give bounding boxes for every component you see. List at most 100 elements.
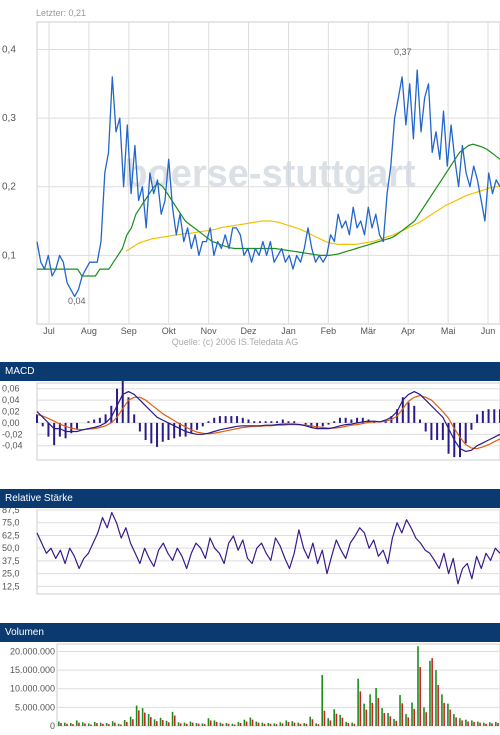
macd-chart-svg: 0,060,04 0,020,00-0,02 -0,04 <box>2 381 500 461</box>
volume-bar-down <box>299 723 302 726</box>
volume-bar-down <box>359 691 362 726</box>
volume-bar-down <box>144 712 146 726</box>
volume-bar-up <box>345 721 347 726</box>
volume-bar-down <box>155 721 158 726</box>
last-price-label: Letzter: 0,21 <box>36 8 86 18</box>
volume-bar-down <box>425 712 427 726</box>
volume-bar-up <box>333 709 335 726</box>
volume-bar-down <box>120 724 122 726</box>
volume-bar-up <box>483 722 485 726</box>
rsi-panel: Relative Stärke 87,5 75,0 62,5 50,0 37,5 25,0… <box>0 489 500 597</box>
volume-bar-up <box>135 705 138 726</box>
price-grid <box>37 48 500 256</box>
volume-bar-down <box>353 723 356 726</box>
volume-bar-up <box>429 660 431 726</box>
y-tick-label: 50,0 <box>2 543 20 553</box>
x-tick-label: Apr <box>401 326 415 336</box>
volume-panel: Volumen 20.000.000 15.000.000 10.000.000 5.… <box>0 623 500 735</box>
price-plot-frame <box>36 21 500 325</box>
volume-bar-up <box>423 707 425 726</box>
price-series <box>36 69 500 298</box>
volume-bar-up <box>267 723 270 726</box>
volume-bar-down <box>473 721 475 726</box>
max-annotation: 0,37 <box>394 47 412 57</box>
volume-bar-up <box>255 721 258 726</box>
volume-bar-up <box>321 674 324 726</box>
volume-bar-down <box>185 723 188 726</box>
volume-bar-down <box>102 723 104 726</box>
volume-bar-up <box>291 721 294 726</box>
volume-bar-down <box>275 724 278 726</box>
volume-bar-up <box>417 646 419 726</box>
volume-bar-up <box>285 720 288 726</box>
price-y-ticks: 0,4 0,3 0,2 0,1 <box>2 44 16 261</box>
volume-bar-up <box>393 718 395 726</box>
volume-bar-down <box>329 720 332 726</box>
volume-bar-down <box>443 702 445 726</box>
volume-bar-up <box>453 714 455 726</box>
volume-bar-down <box>311 719 314 726</box>
volume-bar-down <box>383 712 386 726</box>
volume-bar-down <box>96 723 98 726</box>
y-tick-label: 0,04 <box>2 395 20 405</box>
volume-bar-up <box>213 720 216 726</box>
volume-bar-up <box>339 714 341 726</box>
volume-bar-up <box>477 721 479 726</box>
volume-header: Volumen <box>0 623 500 642</box>
x-tick-label: Jul <box>43 326 55 336</box>
y-tick-label: 10.000.000 <box>10 684 55 694</box>
y-tick-label: 12,5 <box>2 581 20 591</box>
volume-bar-up <box>489 722 491 726</box>
volume-bar-up <box>297 722 300 726</box>
volume-bar-up <box>171 711 174 726</box>
volume-bar-up <box>405 714 407 726</box>
rsi-header: Relative Stärke <box>0 489 500 508</box>
volume-bar-up <box>183 722 186 726</box>
volume-bar-up <box>69 723 72 726</box>
x-tick-label: Aug <box>81 326 97 336</box>
volume-bar-down <box>371 702 374 726</box>
volume-bar-up <box>237 721 240 726</box>
y-tick-label: 0,3 <box>2 113 16 124</box>
volume-bar-up <box>243 719 246 726</box>
volume-bar-up <box>117 723 120 726</box>
volume-bar-up <box>351 722 353 726</box>
rsi-chart-svg: 87,5 75,0 62,5 50,0 37,5 25,0 12,5 <box>2 508 500 595</box>
volume-bar-down <box>167 722 170 726</box>
x-tick-label: Nov <box>201 326 218 336</box>
volume-bar-up <box>357 678 359 726</box>
macd-header: MACD <box>0 362 500 381</box>
y-tick-label: 0 <box>50 721 55 731</box>
volume-bar-down <box>413 708 416 726</box>
volume-bar-up <box>141 708 144 726</box>
volume-bar-up <box>123 720 126 726</box>
x-tick-label: Sep <box>121 326 137 336</box>
y-tick-label: 5.000.000 <box>15 702 55 712</box>
volume-bar-up <box>273 723 276 726</box>
macd-line <box>36 391 500 452</box>
volume-bar-down <box>431 658 433 726</box>
y-tick-label: 62,5 <box>2 530 20 540</box>
volume-bar-down <box>467 721 469 726</box>
volume-bar-down <box>221 723 224 726</box>
volume-bar-down <box>78 722 80 726</box>
y-tick-label: 0,00 <box>2 418 20 428</box>
volume-bar-up <box>471 720 473 726</box>
volume-bar-down <box>197 723 200 726</box>
volume-bar-up <box>153 719 156 726</box>
volume-bar-up <box>495 721 497 726</box>
volume-bar-up <box>249 717 252 726</box>
macd-y-ticks: 0,060,04 0,020,00-0,02 -0,04 <box>2 384 23 451</box>
x-tick-label: Okt <box>162 326 177 336</box>
volume-bar-up <box>459 718 461 726</box>
volume-bar-down <box>293 722 296 726</box>
volume-bar-down <box>335 713 338 726</box>
volume-bar-down <box>419 667 421 726</box>
volume-bar-down <box>233 724 236 726</box>
volume-bar-up <box>147 714 150 726</box>
volume-bar-up <box>435 670 437 726</box>
volume-bar-down <box>239 723 242 726</box>
y-tick-label: 75,0 <box>2 518 20 528</box>
volume-bar-up <box>279 722 282 726</box>
volume-bar-down <box>126 721 128 726</box>
